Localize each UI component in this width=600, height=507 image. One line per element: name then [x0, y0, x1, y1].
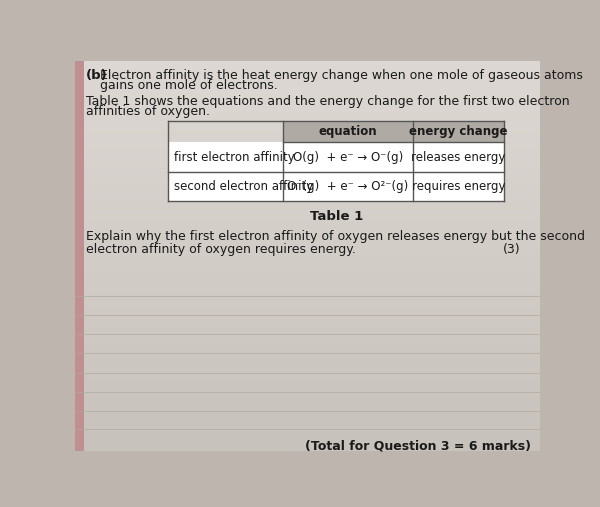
Text: Explain why the first electron affinity of oxygen releases energy but the second: Explain why the first electron affinity … [86, 230, 585, 243]
Text: gains one mole of electrons.: gains one mole of electrons. [100, 79, 278, 92]
Text: first electron affinity: first electron affinity [174, 151, 295, 164]
Text: requires energy: requires energy [412, 180, 505, 193]
Text: O(g)  + e⁻ → O⁻(g): O(g) + e⁻ → O⁻(g) [293, 151, 403, 164]
Bar [283, 121, 505, 142]
Text: releases energy: releases energy [412, 151, 506, 164]
Text: equation: equation [319, 125, 377, 138]
Text: (3): (3) [503, 242, 521, 256]
Bar [168, 172, 505, 201]
Text: O⁻(g)  + e⁻ → O²⁻(g): O⁻(g) + e⁻ → O²⁻(g) [287, 180, 409, 193]
Text: electron affinity of oxygen requires energy.: electron affinity of oxygen requires ene… [86, 242, 356, 256]
Text: second electron affinity: second electron affinity [174, 180, 313, 193]
Text: Table 1: Table 1 [310, 210, 363, 223]
Text: (b): (b) [86, 68, 107, 82]
Text: Table 1 shows the equations and the energy change for the first two electron: Table 1 shows the equations and the ener… [86, 95, 569, 107]
Text: energy change: energy change [409, 125, 508, 138]
Text: (Total for Question 3 = 6 marks): (Total for Question 3 = 6 marks) [305, 440, 531, 453]
Bar [75, 61, 84, 451]
Bar [168, 142, 505, 172]
Text: affinities of oxygen.: affinities of oxygen. [86, 105, 210, 119]
Text: Electron affinity is the heat energy change when one mole of gaseous atoms: Electron affinity is the heat energy cha… [100, 68, 583, 82]
